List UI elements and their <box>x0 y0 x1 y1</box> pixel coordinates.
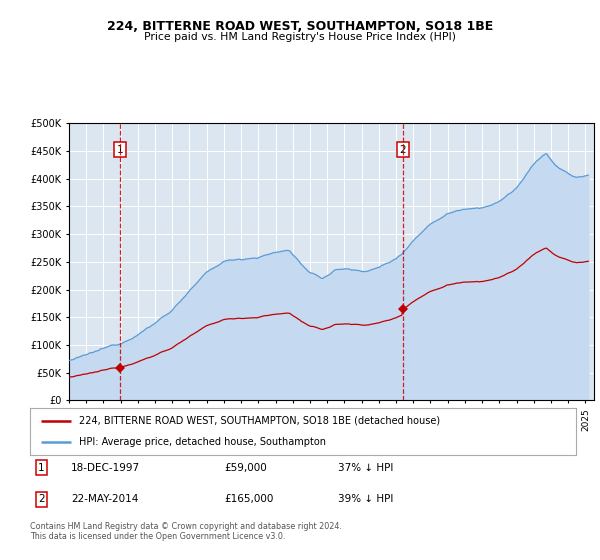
Text: Contains HM Land Registry data © Crown copyright and database right 2024.
This d: Contains HM Land Registry data © Crown c… <box>30 522 342 542</box>
Text: £59,000: £59,000 <box>224 463 266 473</box>
Text: 1: 1 <box>38 463 45 473</box>
Text: HPI: Average price, detached house, Southampton: HPI: Average price, detached house, Sout… <box>79 437 326 447</box>
Text: £165,000: £165,000 <box>224 494 273 504</box>
Text: 1: 1 <box>116 144 123 155</box>
Text: 2: 2 <box>399 144 406 155</box>
Text: Price paid vs. HM Land Registry's House Price Index (HPI): Price paid vs. HM Land Registry's House … <box>144 32 456 43</box>
Text: 18-DEC-1997: 18-DEC-1997 <box>71 463 140 473</box>
Text: 22-MAY-2014: 22-MAY-2014 <box>71 494 139 504</box>
Text: 39% ↓ HPI: 39% ↓ HPI <box>338 494 394 504</box>
Text: 37% ↓ HPI: 37% ↓ HPI <box>338 463 394 473</box>
Text: 224, BITTERNE ROAD WEST, SOUTHAMPTON, SO18 1BE: 224, BITTERNE ROAD WEST, SOUTHAMPTON, SO… <box>107 20 493 32</box>
Text: 224, BITTERNE ROAD WEST, SOUTHAMPTON, SO18 1BE (detached house): 224, BITTERNE ROAD WEST, SOUTHAMPTON, SO… <box>79 416 440 426</box>
Text: 2: 2 <box>38 494 45 504</box>
